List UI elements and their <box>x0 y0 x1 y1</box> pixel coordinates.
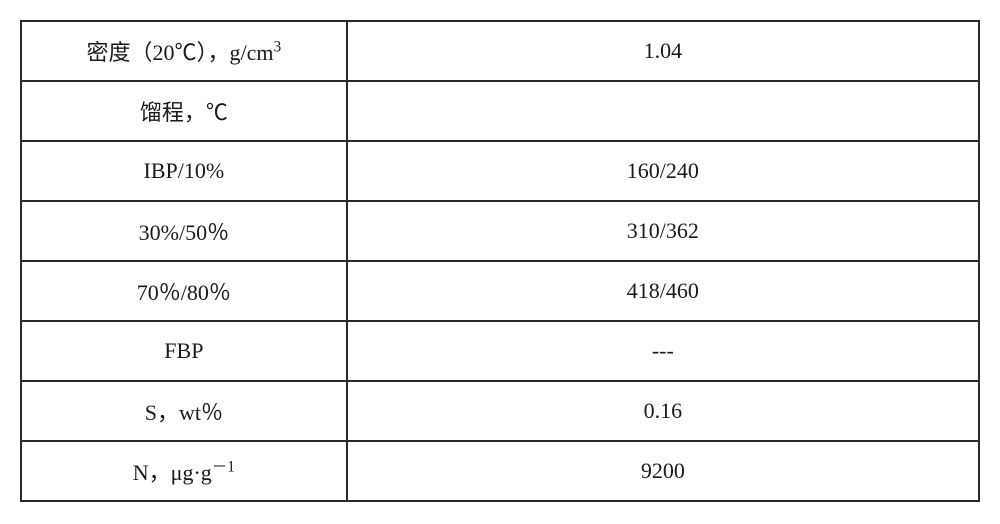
property-cell: 70％/80％ <box>21 261 347 321</box>
value-cell: 160/240 <box>347 141 979 201</box>
property-cell: 馏程，℃ <box>21 81 347 141</box>
property-cell: 30%/50％ <box>21 201 347 261</box>
properties-table-body: 密度（20℃），g/cm31.04馏程，℃IBP/10%160/24030%/5… <box>21 21 979 501</box>
table-row: IBP/10%160/240 <box>21 141 979 201</box>
property-cell: S，wt％ <box>21 381 347 441</box>
property-cell: N，μg·g－1 <box>21 441 347 501</box>
value-cell: 9200 <box>347 441 979 501</box>
table-row: 密度（20℃），g/cm31.04 <box>21 21 979 81</box>
value-cell: 418/460 <box>347 261 979 321</box>
table-row: 馏程，℃ <box>21 81 979 141</box>
properties-table: 密度（20℃），g/cm31.04馏程，℃IBP/10%160/24030%/5… <box>20 20 980 502</box>
property-cell: IBP/10% <box>21 141 347 201</box>
value-cell: --- <box>347 321 979 381</box>
property-cell: FBP <box>21 321 347 381</box>
table-row: N，μg·g－19200 <box>21 441 979 501</box>
value-cell: 310/362 <box>347 201 979 261</box>
value-cell <box>347 81 979 141</box>
value-cell: 0.16 <box>347 381 979 441</box>
table-row: S，wt％0.16 <box>21 381 979 441</box>
property-cell: 密度（20℃），g/cm3 <box>21 21 347 81</box>
value-cell: 1.04 <box>347 21 979 81</box>
table-row: 30%/50％310/362 <box>21 201 979 261</box>
table-row: FBP--- <box>21 321 979 381</box>
table-row: 70％/80％418/460 <box>21 261 979 321</box>
